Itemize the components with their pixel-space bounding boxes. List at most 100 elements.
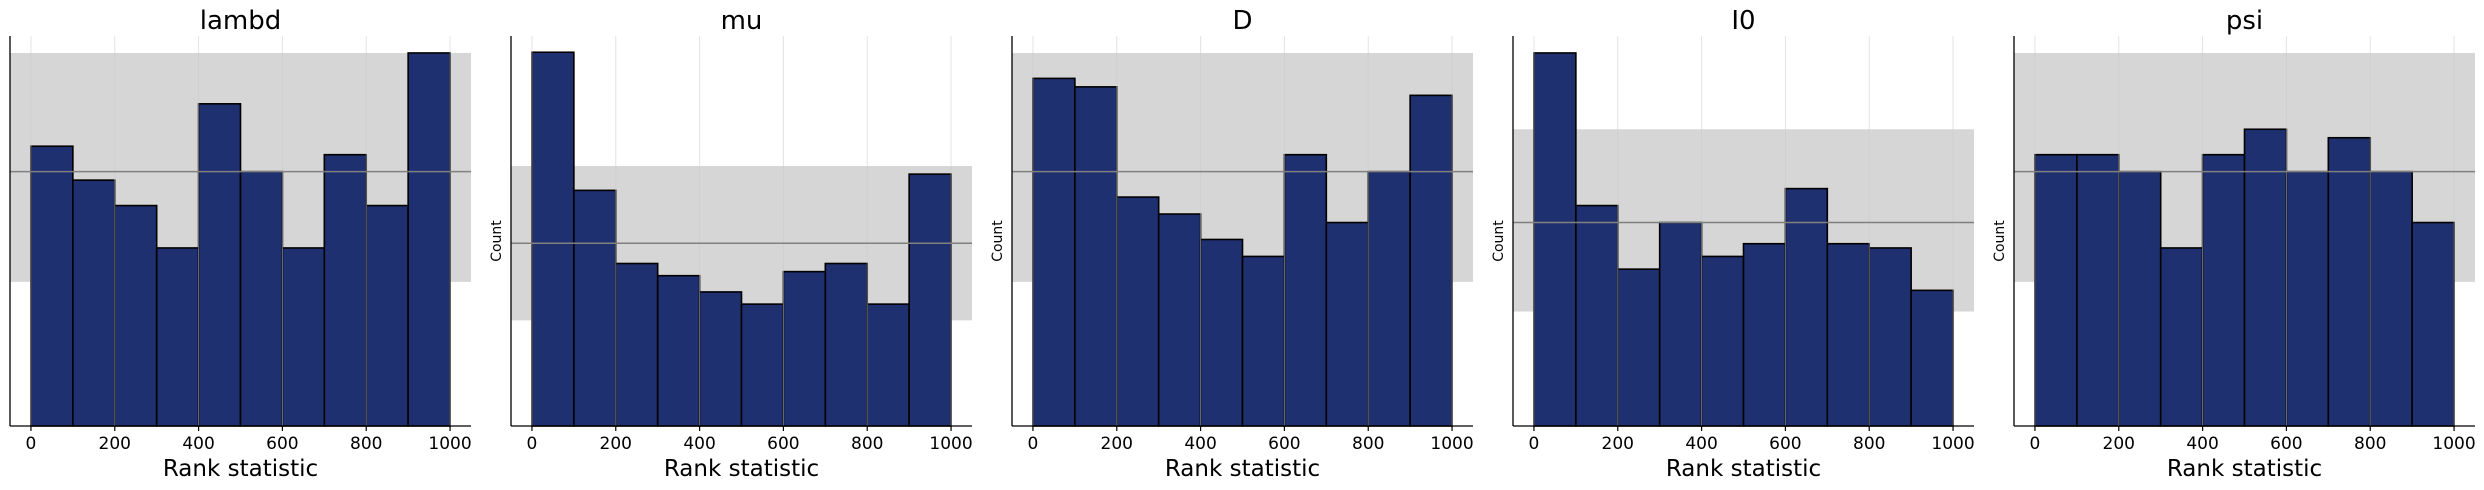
histogram-bar [1325,221,1370,427]
x-tick-label: 400 [2186,434,2218,454]
chart-panel-psi: 0 200 400 600 800 1000 psi Rank statistic Count [1992,6,2476,482]
x-tick-label: 200 [1101,434,1133,454]
x-tick-label: 1000 [2432,434,2475,454]
x-tick-label: 600 [2270,434,2302,454]
x-tick-label: 800 [2354,434,2386,454]
histogram-bar [1409,94,1453,427]
histogram-bar [197,103,242,427]
histogram-bar [281,247,326,427]
x-tick-label: 800 [851,434,883,454]
chart-title: D [1232,6,1252,36]
histogram-bar [2285,170,2330,427]
x-tick-label: 600 [266,434,298,454]
histogram-bar [2243,128,2288,427]
chart-title: mu [721,6,763,36]
histogram-bar [1157,213,1202,427]
x-tick-label: 0 [26,434,37,454]
x-tick-label: 800 [1352,434,1384,454]
x-axis-label: Rank statistic [163,456,318,482]
x-tick-label: 600 [1769,434,1801,454]
histogram-bar [2159,247,2204,427]
x-tick-label: 1000 [929,434,972,454]
x-tick-label: 200 [600,434,632,454]
histogram-bar [2327,136,2372,427]
histogram-bar [155,247,200,427]
histogram-bar [1910,289,1954,427]
histogram-bar [1367,170,1411,427]
x-tick-label: 800 [350,434,382,454]
x-tick-label: 200 [1602,434,1634,454]
x-tick-label: 800 [1853,434,1885,454]
x-axis-label: Rank statistic [664,456,819,482]
x-tick-label: 600 [767,434,799,454]
bars [531,51,952,427]
y-axis-label: Count [1491,220,1507,262]
x-tick-label: 400 [182,434,214,454]
histogram-bar [2369,170,2413,427]
x-tick-label: 400 [683,434,715,454]
histogram-bar [824,262,869,427]
y-axis-label: Count [990,220,1006,262]
histogram-bar [1616,268,1661,427]
histogram-bar [2034,153,2078,427]
chart-panel-I0: 0 200 400 600 800 1000 I0 Rank statistic Count [1491,6,1975,482]
histogram-bar [1700,255,1745,427]
histogram-bar [1826,242,1871,427]
histogram-bar [614,262,659,427]
chart-panel-lambd: 0 200 400 600 800 1000 lambd Rank statistic [9,6,472,482]
histogram-bar [72,179,116,427]
histogram-bar [656,274,701,427]
x-axis-label: Rank statistic [1666,456,1821,482]
histogram-bar [365,204,409,427]
histogram-bar [531,51,575,427]
y-axis-label: Count [489,220,505,262]
x-tick-label: 1000 [1430,434,1473,454]
y-axis-label: Count [1992,220,2008,262]
x-tick-label: 200 [2103,434,2135,454]
histogram-bar [1283,153,1328,427]
histogram-bar [2411,221,2455,427]
bars [2034,128,2455,427]
histogram-bar [1032,77,1076,427]
histogram-bar [908,173,952,427]
x-tick-label: 400 [1184,434,1216,454]
histogram-bar [740,303,785,427]
histogram-bar [113,204,158,427]
histogram-bar [698,291,743,427]
bars [1533,52,1954,427]
x-tick-label: 1000 [428,434,471,454]
histogram-bar [1868,247,1912,427]
histogram-bar [1742,242,1787,427]
histogram-bar [30,145,74,427]
histogram-bar [782,270,827,427]
histogram-bar [1241,255,1286,427]
x-axis-label: Rank statistic [1165,456,1320,482]
histogram-bar [1074,86,1118,427]
x-tick-label: 0 [527,434,538,454]
histogram-bar [1658,221,1703,427]
histogram-bar [1784,187,1829,427]
chart-panel-D: 0 200 400 600 800 1000 D Rank statistic Count [990,6,1474,482]
histogram-bar [1575,204,1619,427]
histogram-bar [1115,196,1160,427]
chart-panel-mu: 0 200 400 600 800 1000 mu Rank statistic Count [489,6,973,482]
chart-title: psi [2226,6,2263,36]
x-tick-label: 1000 [1931,434,1974,454]
x-tick-label: 200 [99,434,131,454]
histogram-bar [2076,153,2120,427]
x-tick-label: 400 [1685,434,1717,454]
x-tick-label: 600 [1268,434,1300,454]
x-tick-label: 0 [1529,434,1540,454]
x-tick-label: 0 [2030,434,2041,454]
histogram-bar [323,153,368,427]
bars [1032,77,1453,427]
histogram-bar [1199,238,1244,427]
histogram-bar [407,52,451,427]
histogram-bar [2201,153,2246,427]
histogram-bar [866,303,910,427]
histogram-bar [573,189,617,427]
x-axis-label: Rank statistic [2167,456,2322,482]
histogram-bar [1533,52,1577,427]
histogram-bar [239,170,284,427]
